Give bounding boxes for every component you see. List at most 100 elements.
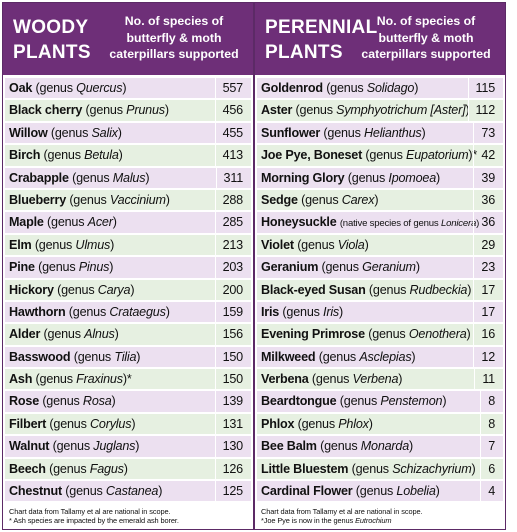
genus-name: Rosa — [82, 394, 112, 409]
table-row: Joe Pye, Boneset (genus Eupatorium)* 42 — [257, 145, 503, 166]
table-row: Rose (genus Rosa) 139 — [5, 391, 251, 413]
plant-name: Hickory — [9, 282, 54, 297]
species-count: 150 — [214, 346, 243, 368]
footnote: * Ash species are impacted by the emeral… — [9, 516, 179, 525]
species-count: 4 — [480, 481, 495, 502]
genus-prefix: (genus — [282, 304, 324, 319]
description-line: caterpillars supported — [109, 47, 239, 61]
species-count: 39 — [473, 167, 495, 189]
table-row: Chestnut (genus Castanea) 125 — [5, 481, 251, 502]
genus-prefix: (genus — [73, 349, 115, 364]
table-row: Verbena (genus Verbena) 11 — [257, 369, 503, 390]
table-row: Hickory (genus Carya) 200 — [5, 279, 251, 301]
plant-name: Little Bluestem — [261, 461, 349, 476]
genus-name: Asclepias — [359, 349, 412, 364]
genus-name: Tilia — [114, 349, 137, 364]
plant-name: Iris — [261, 304, 280, 319]
species-count: 150 — [214, 369, 243, 390]
genus-name: Penstemon — [380, 394, 443, 409]
genus-name: Iris — [323, 304, 340, 319]
plant-name: Basswood — [9, 349, 71, 364]
table-row: Beech (genus Fagus) 126 — [5, 458, 251, 480]
species-count: 8 — [480, 413, 495, 435]
genus-prefix: (genus — [301, 192, 342, 207]
table-row: Milkweed (genus Asclepias) 12 — [257, 346, 503, 368]
genus-name: Ipomoea — [388, 170, 437, 185]
genus-prefix: (genus — [49, 461, 90, 476]
genus-name: Ulmus — [75, 237, 111, 252]
plant-label: Birch (genus Betula) — [9, 145, 123, 165]
genus-name: Betula — [84, 148, 119, 163]
table-row: Aster (genus Symphyotrichum [Aster]) 112 — [257, 100, 503, 122]
genus-name: Symphyotrichum [Aster] — [336, 103, 466, 118]
plant-name: Morning Glory — [261, 170, 345, 185]
table-row: Blueberry (genus Vaccinium) 288 — [5, 189, 251, 211]
species-count: 17 — [473, 279, 495, 301]
table-row: Geranium (genus Geranium) 23 — [257, 257, 503, 278]
table-row: Birch (genus Betula) 413 — [5, 145, 251, 166]
genus-prefix: (genus — [49, 416, 91, 431]
genus-name: Rudbeckia — [409, 282, 468, 297]
plant-label: Milkweed (genus Asclepias) — [261, 347, 416, 367]
plant-name: Geranium — [261, 260, 319, 275]
species-count: 115 — [467, 78, 495, 99]
table-row: Phlox (genus Phlox) 8 — [257, 413, 503, 435]
genus-suffix: ) — [442, 394, 447, 409]
genus-name: Fraxinus — [76, 372, 123, 387]
species-count: 213 — [214, 234, 243, 256]
table-row: Beardtongue (genus Penstemon) 8 — [257, 391, 503, 413]
genus-suffix: ) — [158, 484, 163, 499]
genus-suffix: ) — [368, 416, 373, 431]
genus-prefix: (genus — [42, 394, 83, 409]
genus-suffix: )* — [122, 372, 132, 387]
genus-name: Schizachyrium — [392, 461, 472, 476]
plant-label: Iris (genus Iris) — [261, 302, 343, 322]
genus-name: Phlox — [338, 416, 369, 431]
woody-plants-table: WOODY PLANTS No. of species of butterfly… — [2, 2, 254, 530]
footnote-genus: Eutrochium — [355, 516, 392, 525]
table-row: Ash (genus Fraxinus)* 150 — [5, 369, 251, 390]
species-count: 12 — [473, 346, 495, 368]
plant-label: Phlox (genus Phlox) — [261, 414, 373, 434]
table-header: WOODY PLANTS No. of species of butterfly… — [3, 3, 253, 75]
plant-label: Cardinal Flower (genus Lobelia) — [261, 481, 440, 501]
genus-name: Crataegus — [109, 304, 166, 319]
genus-prefix: (genus — [35, 372, 77, 387]
species-count: 288 — [214, 189, 243, 211]
plant-label: Goldenrod (genus Solidago) — [261, 78, 418, 98]
genus-name: Juglans — [93, 439, 136, 454]
plant-label: Beardtongue (genus Penstemon) — [261, 391, 447, 411]
genus-prefix: (genus — [368, 327, 409, 342]
plant-label: Hickory (genus Carya) — [9, 280, 135, 300]
plant-label: Pine (genus Pinus) — [9, 257, 113, 277]
description-line: butterfly & moth — [378, 30, 474, 45]
genus-prefix: (genus — [69, 192, 110, 207]
table-row: Sunflower (genus Helianthus) 73 — [257, 122, 503, 144]
genus-prefix: (genus — [351, 461, 393, 476]
table-row: Honeysuckle (native species of genus Lon… — [257, 212, 503, 234]
genus-suffix: ) — [421, 125, 426, 140]
plant-label: Hawthorn (genus Crataegus) — [9, 302, 170, 322]
species-count: 159 — [214, 301, 243, 323]
genus-prefix: (genus — [38, 260, 79, 275]
genus-suffix: ) — [398, 372, 403, 387]
table-row: Cardinal Flower (genus Lobelia) 4 — [257, 481, 503, 502]
plant-label: Walnut (genus Juglans) — [9, 436, 139, 456]
genus-suffix: ) — [411, 349, 416, 364]
table-rows: Oak (genus Quercus) 557 Black cherry (genu… — [5, 78, 251, 503]
plant-label: Crabapple (genus Malus) — [9, 168, 150, 188]
species-count: 7 — [480, 436, 495, 458]
table-row: Iris (genus Iris) 17 — [257, 301, 503, 323]
plant-name: Sedge — [261, 192, 298, 207]
genus-prefix: (genus — [295, 103, 337, 118]
genus-prefix: (genus — [47, 215, 88, 230]
plant-label: Honeysuckle (native species of genus Lon… — [261, 212, 479, 234]
genus-suffix: ) — [135, 439, 140, 454]
plant-name: Willow — [9, 125, 48, 140]
genus-prefix: (native species of genus — [339, 218, 441, 230]
plant-name: Evening Primrose — [261, 327, 365, 342]
description-line: caterpillars supported — [361, 47, 491, 61]
genus-prefix: (genus — [43, 327, 85, 342]
genus-name: Alnus — [84, 327, 115, 342]
plant-name: Hawthorn — [9, 304, 66, 319]
